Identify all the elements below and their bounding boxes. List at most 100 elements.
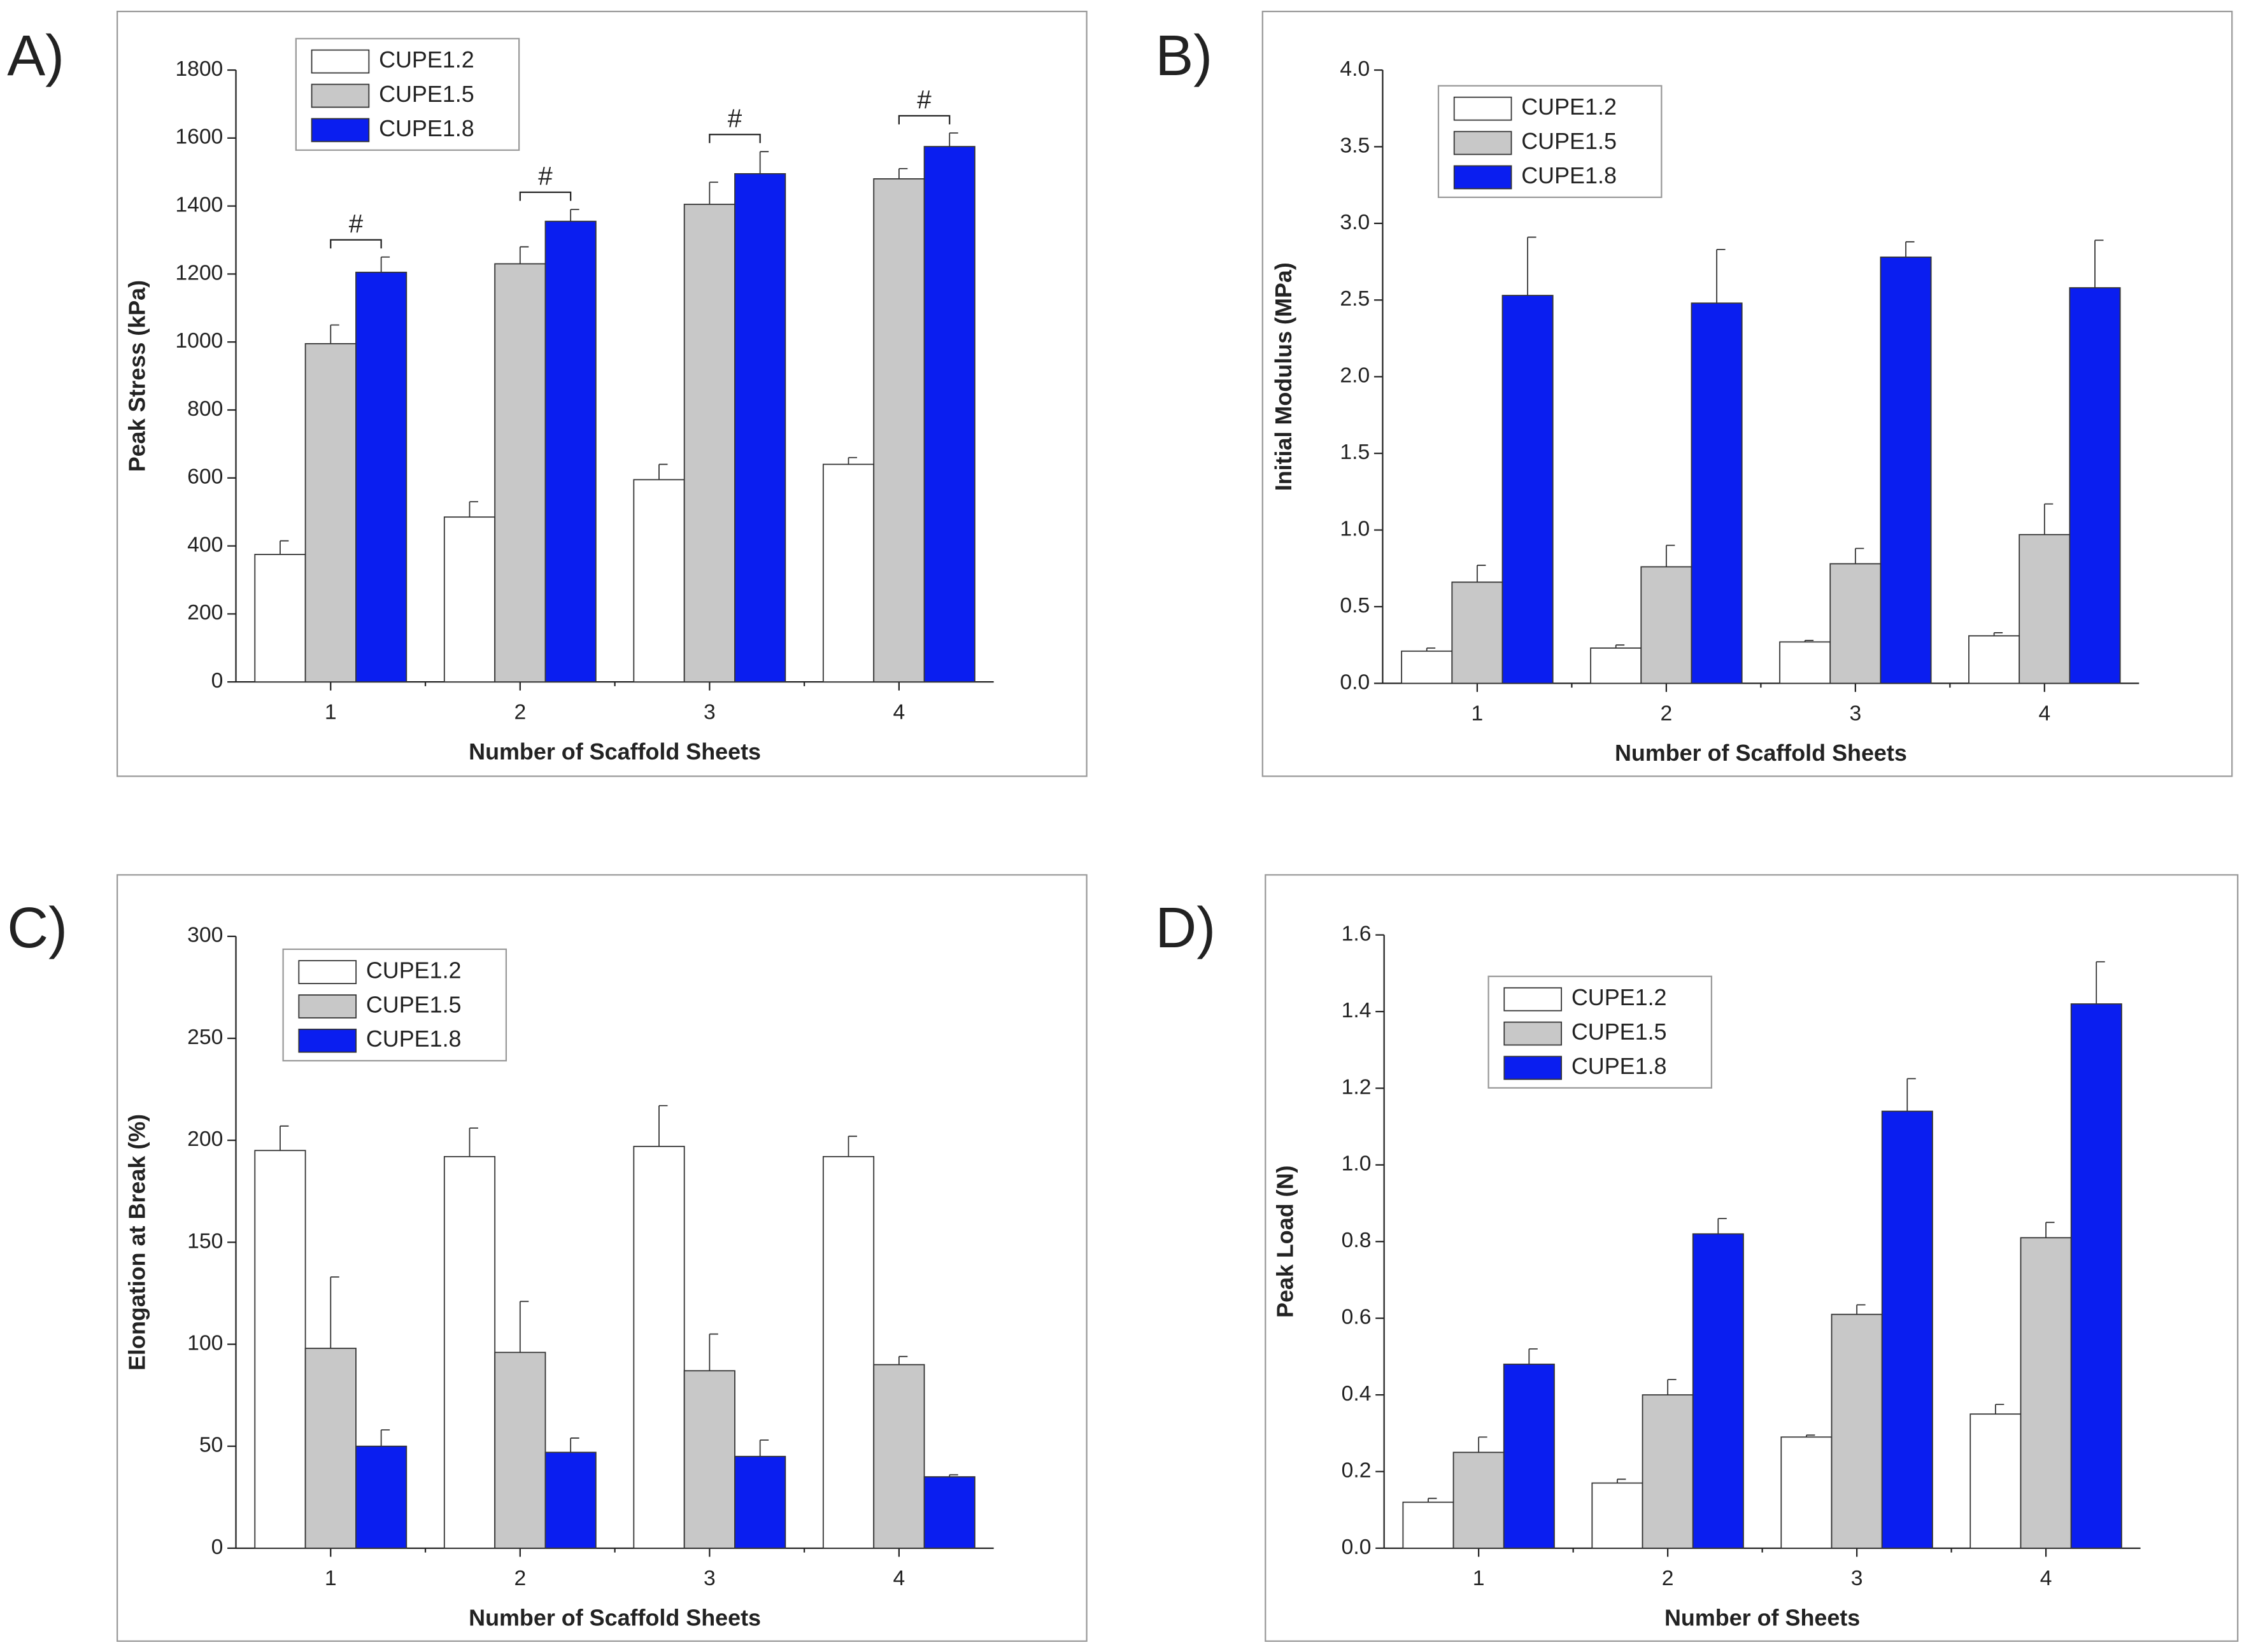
bar <box>2019 533 2071 684</box>
y-tick-label: 1.5 <box>1340 441 1370 464</box>
error-bar <box>658 463 668 480</box>
error-bar <box>759 1439 769 1457</box>
bar <box>822 1155 875 1549</box>
legend-swatch <box>1503 1055 1563 1080</box>
error-bar <box>469 501 478 518</box>
bar <box>734 173 786 683</box>
error-bar <box>1906 1078 1916 1112</box>
x-axis-title: Number of Sheets <box>1664 1605 1860 1631</box>
y-tick-label: 1200 <box>175 261 223 285</box>
x-tick-label: 1 <box>325 700 337 724</box>
y-tick-label: 600 <box>187 465 223 489</box>
y-tick-label: 3.0 <box>1340 211 1370 234</box>
bar <box>355 1445 408 1549</box>
error-bar <box>380 256 390 272</box>
bar <box>1451 581 1503 684</box>
y-tick-label: 1400 <box>175 194 223 217</box>
legend-label: CUPE1.8 <box>379 115 474 141</box>
error-bar <box>709 181 718 204</box>
y-axis-title: Elongation at Break (%) <box>124 1114 150 1371</box>
panel-label: D) <box>1155 896 1216 960</box>
error-bar <box>1806 1434 1815 1437</box>
error-bar <box>949 132 958 147</box>
panel-label: A) <box>7 24 64 88</box>
x-tick-label: 4 <box>2038 702 2050 726</box>
bar <box>355 271 408 683</box>
error-bar <box>1426 647 1436 651</box>
y-tick-label: 0 <box>211 669 223 693</box>
y-tick-label: 1.0 <box>1340 517 1370 540</box>
error-bar <box>1717 1218 1727 1234</box>
bar <box>1968 635 2020 684</box>
y-tick-label: 400 <box>187 533 223 556</box>
x-tick-label: 2 <box>514 1567 526 1590</box>
bar <box>822 463 875 683</box>
error-bar <box>1716 248 1726 304</box>
annotation: # <box>728 103 742 132</box>
error-bar <box>1905 241 1915 257</box>
error-bar <box>469 1127 478 1157</box>
bar <box>1831 1313 1883 1549</box>
bar <box>304 342 357 683</box>
panel-frame <box>1265 874 2239 1642</box>
legend-label: CUPE1.8 <box>366 1026 462 1052</box>
error-bar <box>330 324 339 344</box>
y-tick-label: 2.0 <box>1340 364 1370 388</box>
y-tick-label: 300 <box>187 924 223 947</box>
bar <box>494 263 546 683</box>
error-bar <box>519 246 529 264</box>
x-axis-title: Number of Scaffold Sheets <box>469 1605 761 1631</box>
bar <box>304 1348 357 1549</box>
significance-bracket <box>330 239 382 249</box>
bar <box>633 1145 685 1549</box>
error-bar <box>2045 1222 2055 1238</box>
y-tick-label: 250 <box>187 1026 223 1049</box>
bar <box>1880 256 1932 684</box>
bar <box>1503 1364 1555 1549</box>
x-tick-label: 3 <box>704 1567 716 1590</box>
y-tick-label: 3.5 <box>1340 134 1370 157</box>
y-tick-label: 1000 <box>175 329 223 353</box>
error-bar <box>2094 239 2104 288</box>
error-bar <box>1994 1404 2004 1415</box>
x-tick-label: 2 <box>1662 1567 1674 1590</box>
bar <box>923 146 976 683</box>
error-bar <box>658 1105 668 1147</box>
y-axis-title: Initial Modulus (MPa) <box>1270 262 1296 491</box>
error-bar <box>1667 1379 1677 1395</box>
x-tick-label: 2 <box>1661 702 1673 726</box>
y-tick-label: 50 <box>199 1434 223 1457</box>
y-tick-label: 1600 <box>175 125 223 149</box>
bar <box>1590 647 1642 684</box>
error-bar <box>848 456 858 465</box>
legend-label: CUPE1.2 <box>1521 94 1617 120</box>
bar <box>873 178 925 683</box>
y-tick-label: 1.0 <box>1342 1152 1372 1176</box>
y-tick-label: 200 <box>187 1127 223 1151</box>
bar <box>1779 641 1831 684</box>
bar <box>443 516 496 683</box>
error-bar <box>898 168 908 179</box>
y-axis-title: Peak Stress (kPa) <box>124 280 150 472</box>
error-bar <box>570 209 579 222</box>
x-axis-title: Number of Scaffold Sheets <box>469 738 761 765</box>
bar <box>1642 1394 1694 1549</box>
legend-label: CUPE1.8 <box>1572 1053 1667 1079</box>
legend-swatch <box>298 994 357 1019</box>
legend-swatch <box>311 49 370 74</box>
error-bar <box>1528 1348 1538 1364</box>
y-tick-label: 1.4 <box>1342 999 1372 1022</box>
bar <box>633 479 685 683</box>
y-tick-label: 4.0 <box>1340 57 1370 81</box>
error-bar <box>2043 503 2054 535</box>
x-tick-label: 1 <box>325 1567 337 1590</box>
annotation: # <box>349 209 364 238</box>
bar <box>683 204 735 683</box>
error-bar <box>759 151 769 174</box>
y-tick-label: 1800 <box>175 57 223 81</box>
x-tick-label: 4 <box>893 700 905 724</box>
y-tick-label: 0.6 <box>1342 1306 1372 1329</box>
bar <box>443 1155 496 1549</box>
bar <box>1691 302 1743 684</box>
legend-swatch <box>311 118 370 143</box>
